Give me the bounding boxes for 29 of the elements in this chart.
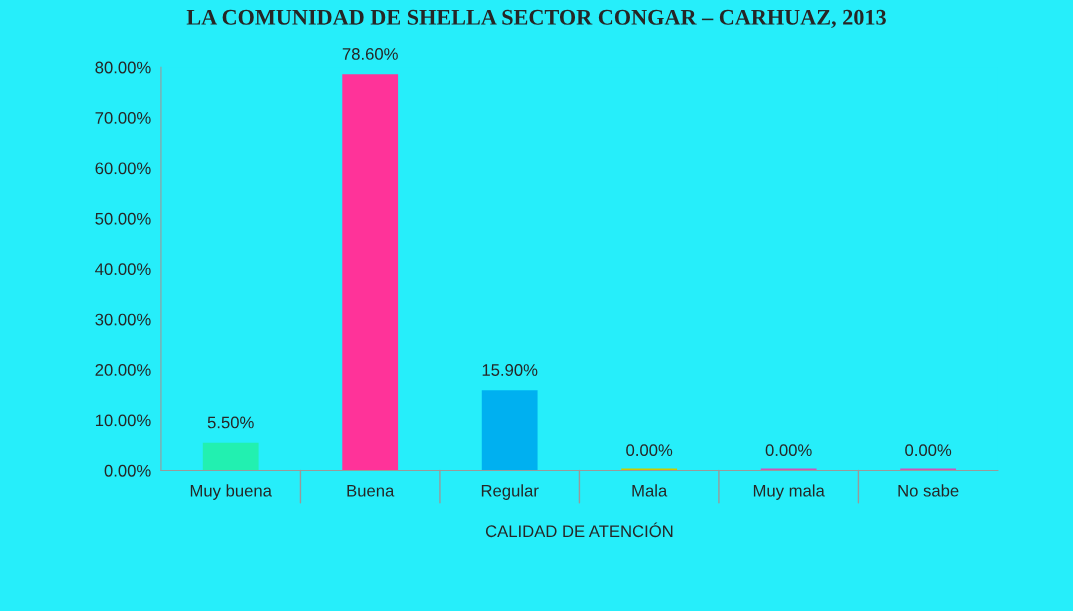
x-tick-label: Muy buena (190, 484, 272, 500)
y-tick-label: 40.00% (95, 263, 151, 276)
bar (760, 468, 817, 471)
data-label: 78.60% (342, 48, 398, 60)
chart-title: LA COMUNIDAD DE SHELLA SECTOR CONGAR – CARHUAZ, 2013 (186, 9, 886, 29)
x-tick-label: Buena (347, 484, 395, 497)
y-tick-label: 30.00% (95, 313, 151, 326)
y-tick-label: 70.00% (95, 112, 151, 124)
x-tick-label: No sabe (898, 484, 959, 497)
bar (900, 468, 957, 471)
x-tick-label: Muy mala (753, 484, 825, 500)
data-label: 0.00% (905, 444, 952, 457)
x-axis-title: CALIDAD DE ATENCIÓN (485, 522, 673, 538)
data-label: 0.00% (626, 444, 673, 457)
x-tick-label: Mala (632, 484, 668, 497)
data-label: 0.00% (765, 444, 812, 457)
x-tick-label: Regular (481, 484, 539, 500)
bar (342, 74, 399, 471)
bar (621, 468, 678, 471)
bar (202, 442, 259, 471)
bar (481, 390, 538, 471)
y-tick-label: 0.00% (104, 464, 151, 477)
y-tick-label: 80.00% (95, 61, 151, 74)
y-tick-label: 50.00% (95, 212, 151, 225)
y-tick-label: 60.00% (95, 162, 151, 175)
data-label: 5.50% (207, 416, 254, 429)
data-label: 15.90% (482, 364, 538, 376)
y-tick-label: 10.00% (95, 414, 151, 427)
y-tick-label: 20.00% (95, 364, 151, 376)
